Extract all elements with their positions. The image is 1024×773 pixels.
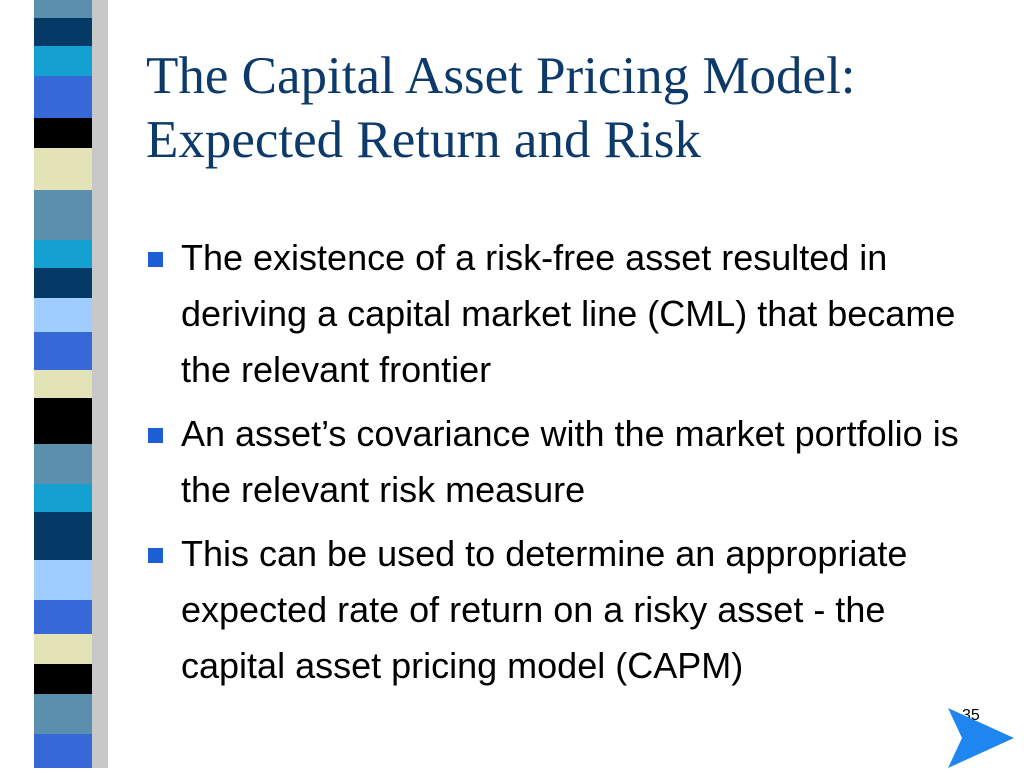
stripe-segment — [34, 398, 92, 444]
bullet-item: The existence of a risk-free asset resul… — [146, 230, 996, 398]
slide-title: The Capital Asset Pricing Model: Expecte… — [146, 44, 1006, 172]
stripe-segment — [34, 18, 92, 46]
next-slide-button[interactable] — [944, 704, 1016, 768]
bullet-item: This can be used to determine an appropr… — [146, 526, 996, 694]
stripe-segment — [34, 512, 92, 560]
stripe-segment — [34, 332, 92, 370]
bullet-item: An asset’s covariance with the market po… — [146, 406, 996, 518]
stripe-segment — [34, 560, 92, 600]
stripe-segment — [34, 240, 92, 268]
stripe-segment — [34, 664, 92, 694]
stripe-segment — [34, 0, 92, 18]
stripe-segment — [34, 148, 92, 190]
bullet-text: The existence of a risk-free asset resul… — [181, 237, 956, 390]
square-bullet-icon — [148, 252, 163, 267]
next-arrow-icon — [948, 708, 1014, 768]
stripe-segment — [34, 298, 92, 332]
stripe-segment — [34, 484, 92, 512]
bullet-text: This can be used to determine an appropr… — [181, 533, 908, 686]
stripe-segment — [34, 694, 92, 734]
stripe-segment — [34, 118, 92, 148]
title-line-2: Expected Return and Risk — [146, 111, 701, 169]
stripe-segment — [34, 444, 92, 484]
stripe-segment — [34, 46, 92, 76]
stripe-segment — [34, 734, 92, 768]
decorative-stripe — [34, 0, 92, 768]
stripe-segment — [34, 600, 92, 634]
stripe-segment — [34, 370, 92, 398]
stripe-segment — [34, 268, 92, 298]
bullet-list: The existence of a risk-free asset resul… — [146, 230, 996, 702]
title-line-1: The Capital Asset Pricing Model: — [146, 47, 856, 105]
stripe-segment — [34, 76, 92, 118]
stripe-segment — [34, 634, 92, 664]
stripe-shadow — [92, 0, 108, 768]
square-bullet-icon — [148, 548, 163, 563]
stripe-segment — [34, 190, 92, 240]
square-bullet-icon — [148, 428, 163, 443]
bullet-text: An asset’s covariance with the market po… — [181, 413, 959, 510]
